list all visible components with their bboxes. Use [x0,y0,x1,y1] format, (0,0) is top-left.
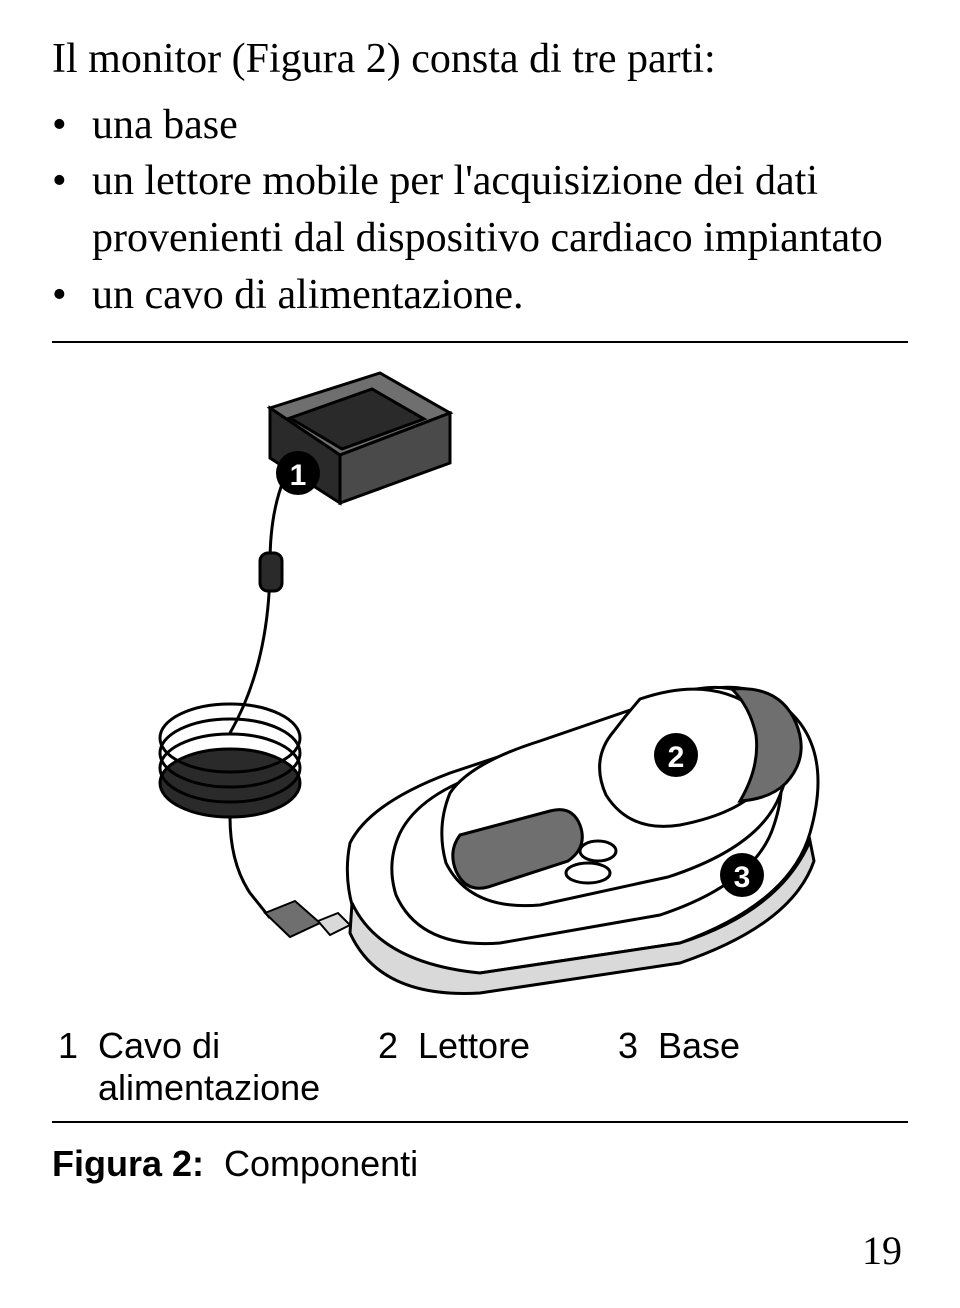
list-item: un lettore mobile per l'acquisizione dei… [52,153,908,266]
legend-num-2: 2 [372,1023,412,1111]
legend-num-3: 3 [612,1023,652,1111]
intro-text: Il monitor (Figura 2) consta di tre part… [52,32,908,87]
list-item: una base [52,97,908,154]
callout-2-label: 2 [668,741,685,774]
divider-bottom [52,1121,908,1123]
figure-diagram: 1 2 3 [52,363,908,1003]
list-item: un cavo di alimentazione. [52,267,908,324]
legend-table: 1 Cavo di alimentazione 2 Lettore 3 Base [52,1023,908,1111]
bullet-list: una base un lettore mobile per l'acquisi… [52,97,908,324]
table-row: 1 Cavo di alimentazione 2 Lettore 3 Base [52,1023,908,1111]
callout-2: 2 [654,733,698,777]
components-diagram-svg: 1 2 3 [120,363,840,1003]
legend-label-2: Lettore [412,1023,612,1111]
callout-1-label: 1 [290,459,307,492]
caption-prefix: Figura 2: [52,1143,204,1184]
figure-caption: Figura 2: Componenti [52,1143,908,1185]
callout-3: 3 [720,853,764,897]
callout-3-label: 3 [734,861,751,894]
cable-icon [160,453,300,918]
legend-num-1: 1 [52,1023,92,1111]
callout-1: 1 [276,451,320,495]
legend-label-1: Cavo di alimentazione [92,1023,372,1111]
page: Il monitor (Figura 2) consta di tre part… [0,0,960,1308]
plug-icon [265,901,350,937]
caption-text: Componenti [224,1143,418,1184]
divider-top [52,341,908,343]
page-number: 19 [862,1227,902,1274]
legend-label-3: Base [652,1023,908,1111]
